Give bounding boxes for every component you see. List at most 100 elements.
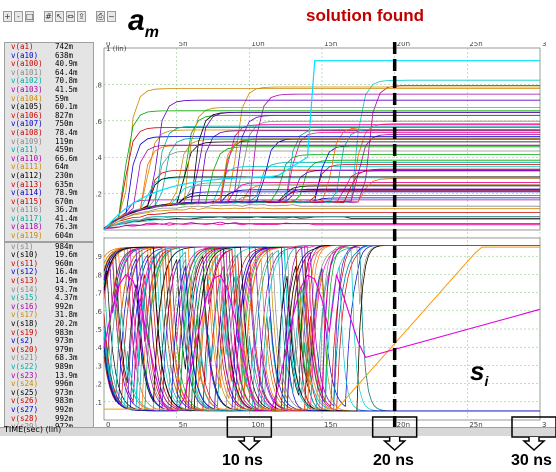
fit-icon[interactable]: □ xyxy=(25,10,34,22)
x-tick-label-top: 5n xyxy=(179,42,188,48)
legend-item[interactable]: v(s17) 31.8m xyxy=(5,311,93,320)
legend-item[interactable]: v(s22) 989m xyxy=(5,361,93,372)
legend-item[interactable]: v(s10) 19.6m xyxy=(5,250,93,260)
si-waveform-orange xyxy=(104,246,540,410)
legend-signal-value: 827m xyxy=(55,110,74,120)
legend-item[interactable]: v(s24) 996m xyxy=(5,379,93,389)
cursor-icon[interactable]: ↖ xyxy=(55,10,64,22)
legend-item[interactable]: v(s23) 13.9m xyxy=(5,370,93,381)
legend-divider xyxy=(5,240,93,243)
annotation-30ns: 30 ns xyxy=(511,452,552,469)
legend-item[interactable]: v(a109) 119m xyxy=(5,137,93,147)
y-tick-label: 0.5 xyxy=(96,326,102,334)
legend-signal-value: 638m xyxy=(55,50,74,60)
legend-item[interactable]: v(a11) 459m xyxy=(5,145,93,155)
legend-item[interactable]: v(s26) 983m xyxy=(5,397,93,406)
legend-signal-value: 40.9m xyxy=(55,59,78,69)
legend-item[interactable]: v(s2) 973m xyxy=(5,336,93,346)
marker-10ns-box xyxy=(226,416,273,438)
legend-item[interactable]: v(a105) 60.1m xyxy=(5,102,93,112)
signal-legend[interactable]: v(a1) 742m v(a10) 638m v(a100) 40.9m v(a101) 64… xyxy=(4,42,94,428)
am-waveform xyxy=(103,184,540,230)
legend-item[interactable]: v(s12) 16.4m xyxy=(5,268,93,277)
legend-item[interactable]: v(a100) 40.9m xyxy=(5,59,93,69)
legend-signal-name: v(s24) xyxy=(11,379,39,389)
si-waveform xyxy=(103,246,540,412)
legend-item[interactable]: v(a110) 66.6m xyxy=(5,154,93,164)
y-tick-label: 0.1 xyxy=(96,399,102,407)
y-tick-label: 0.3 xyxy=(96,362,102,370)
legend-signal-name: v(s19) xyxy=(11,327,39,337)
legend-signal-value: 41.5m xyxy=(55,84,78,94)
legend-item[interactable]: v(a10) 638m xyxy=(5,50,93,61)
legend-signal-value: 64m xyxy=(55,162,69,172)
legend-item[interactable]: v(a104) 59m xyxy=(5,94,93,104)
legend-item[interactable]: v(a101) 64.4m xyxy=(5,68,93,78)
legend-signal-value: 742m xyxy=(55,42,74,51)
legend-signal-name: v(s23) xyxy=(11,370,39,380)
legend-signal-name: v(a115) xyxy=(11,196,43,206)
y-tick-label: 0.8 xyxy=(96,81,102,89)
legend-item[interactable]: v(a117) 41.4m xyxy=(5,214,93,224)
legend-item[interactable]: v(a107) 750m xyxy=(5,120,93,129)
time-axis-bar[interactable] xyxy=(0,427,556,436)
legend-signal-name: v(s16) xyxy=(11,301,39,311)
x-tick-label-bottom: 15n xyxy=(324,421,337,428)
legend-item[interactable]: v(s18) 20.2m xyxy=(5,319,93,329)
waveform-plot[interactable]: 0.8 0.6 0.4 0.2 0.9 0.8 0.7 0.6 0.5 0.4 0.3 0.2 0.1 1… xyxy=(96,42,546,428)
legend-item[interactable]: v(a111) 64m xyxy=(5,163,93,172)
legend-item[interactable]: v(a115) 670m xyxy=(5,196,93,207)
legend-item[interactable]: v(s11) 960m xyxy=(5,258,93,269)
measure-icon[interactable]: ⇔ xyxy=(66,10,75,22)
legend-signal-value: 973m xyxy=(55,387,74,397)
legend-item[interactable]: v(s15) 4.37m xyxy=(5,293,93,303)
legend-signal-value: 604m xyxy=(55,231,74,241)
legend-item[interactable]: v(s14) 93.7m xyxy=(5,285,93,295)
grid-icon[interactable]: # xyxy=(44,10,53,22)
legend-item[interactable]: v(a113) 635m xyxy=(5,180,93,190)
legend-signal-name: v(s28) xyxy=(11,413,39,423)
y-unit-label: 1 (lin) xyxy=(106,45,127,53)
export-icon[interactable]: ⇪ xyxy=(77,10,86,22)
legend-item[interactable]: v(s27) 992m xyxy=(5,405,93,415)
legend-item[interactable]: v(s28) 992m xyxy=(5,413,93,424)
y-tick-label: 0.4 xyxy=(96,344,103,352)
legend-item[interactable]: v(s16) 992m xyxy=(5,301,93,312)
solution-found-label: solution found xyxy=(306,6,425,25)
legend-item[interactable]: v(s13) 14.9m xyxy=(5,276,93,286)
legend-signal-name: v(a118) xyxy=(11,222,43,232)
marker-20ns-box xyxy=(371,416,418,438)
legend-item[interactable]: v(a108) 78.4m xyxy=(5,127,93,138)
legend-signal-name: v(a102) xyxy=(11,76,43,86)
legend-item[interactable]: v(a116) 36.2m xyxy=(5,205,93,215)
legend-item[interactable]: v(s1) 984m xyxy=(5,242,93,252)
legend-item[interactable]: v(s29) 972m xyxy=(5,422,93,427)
legend-item[interactable]: v(a112) 230m xyxy=(5,171,93,181)
legend-item[interactable]: v(s20) 979m xyxy=(5,345,93,355)
zoom-out-icon[interactable]: - xyxy=(14,10,23,22)
am-waveform xyxy=(103,137,540,229)
legend-item[interactable]: v(s19) 983m xyxy=(5,327,93,338)
legend-item[interactable]: v(a114) 78.9m xyxy=(5,188,93,198)
legend-item[interactable]: v(a118) 76.3m xyxy=(5,223,93,232)
print-icon[interactable]: ⎙ xyxy=(96,10,105,22)
am-waveform xyxy=(103,110,540,231)
am-label: am xyxy=(128,4,159,41)
waveform-icon[interactable]: ~ xyxy=(107,10,116,22)
legend-signal-value: 960m xyxy=(55,258,74,268)
legend-signal-name: v(a108) xyxy=(11,127,43,137)
legend-item[interactable]: v(s21) 68.3m xyxy=(5,354,93,363)
y-tick-label: 0.4 xyxy=(96,154,103,162)
am-waveform xyxy=(103,188,540,229)
legend-item[interactable]: v(s25) 973m xyxy=(5,387,93,398)
zoom-in-icon[interactable]: + xyxy=(3,10,12,22)
legend-signal-name: v(s22) xyxy=(11,361,39,371)
legend-signal-name: v(s25) xyxy=(11,387,39,397)
legend-item[interactable]: v(a1) 742m xyxy=(5,43,93,52)
am-waveform xyxy=(103,129,540,230)
legend-item[interactable]: v(a102) 70.8m xyxy=(5,77,93,86)
legend-item[interactable]: v(a119) 604m xyxy=(5,231,93,241)
legend-item[interactable]: v(a103) 41.5m xyxy=(5,84,93,95)
legend-item[interactable]: v(a106) 827m xyxy=(5,110,93,121)
am-waveform xyxy=(103,145,540,231)
